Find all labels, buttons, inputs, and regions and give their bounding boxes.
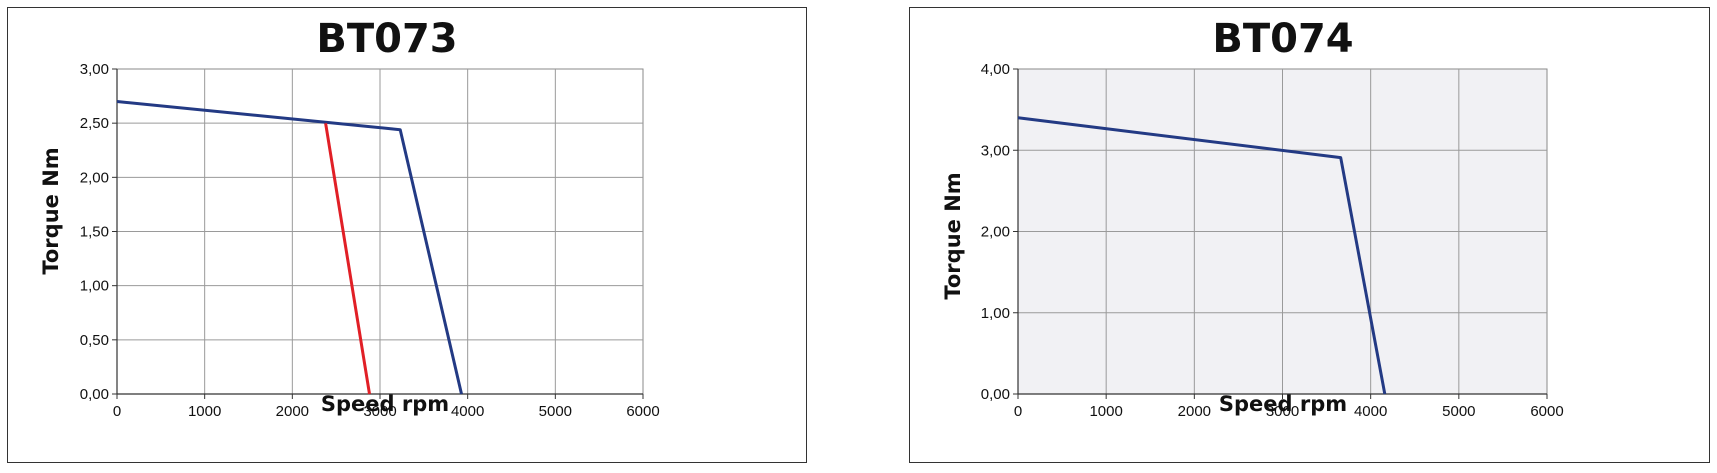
y-tick-label: 4,00	[981, 61, 1010, 78]
x-tick-label: 2000	[1178, 403, 1211, 420]
x-tick-label: 0	[113, 403, 121, 420]
y-tick-label: 1,00	[80, 278, 109, 295]
chart-panel-bt074: BT074 Speed rpm Torque Nm 0 1000 2000 3000 4…	[909, 7, 1710, 463]
chart-svg: BT074 Speed rpm Torque Nm 0 1000 2000 3000 4…	[941, 16, 1564, 420]
x-tick-label: 6000	[1530, 403, 1563, 420]
y-tick-label: 0,00	[981, 386, 1010, 403]
x-tick-label: 5000	[539, 403, 572, 420]
x-axis-label: Speed rpm	[321, 392, 449, 416]
x-tick-label: 6000	[626, 403, 659, 420]
y-tick-label: 3,00	[981, 142, 1010, 159]
x-tick-label: 4000	[1354, 403, 1387, 420]
y-tick-label: 1,00	[981, 305, 1010, 322]
chart-title: BT074	[1212, 16, 1353, 62]
y-tick-label: 2,00	[981, 224, 1010, 241]
x-tick-label: 3000	[363, 403, 396, 420]
y-tick-label: 0,50	[80, 332, 109, 349]
y-tick-label: 2,00	[80, 169, 109, 186]
x-tick-label: 4000	[451, 403, 484, 420]
y-axis-label: Torque Nm	[39, 147, 63, 274]
chart-title: BT073	[316, 16, 457, 62]
x-tick-label: 1000	[188, 403, 221, 420]
y-tick-label: 1,50	[80, 224, 109, 241]
y-axis-label: Torque Nm	[941, 172, 965, 299]
chart-svg: BT073 Speed rpm Torque Nm 0 1000 2000 3000 4…	[39, 16, 660, 420]
x-tick-label: 5000	[1442, 403, 1475, 420]
series-line-1	[324, 122, 371, 395]
series-line-0	[116, 100, 463, 395]
series-line-0	[1017, 116, 1387, 395]
x-tick-label: 3000	[1266, 403, 1299, 420]
y-tick-label: 3,00	[80, 61, 109, 78]
y-tick-label: 0,00	[80, 386, 109, 403]
x-tick-label: 0	[1014, 403, 1022, 420]
x-tick-label: 1000	[1089, 403, 1122, 420]
y-tick-label: 2,50	[80, 115, 109, 132]
chart-panel-bt073: BT073 Speed rpm Torque Nm 0 1000 2000 3000 4…	[7, 7, 807, 463]
x-tick-label: 2000	[276, 403, 309, 420]
